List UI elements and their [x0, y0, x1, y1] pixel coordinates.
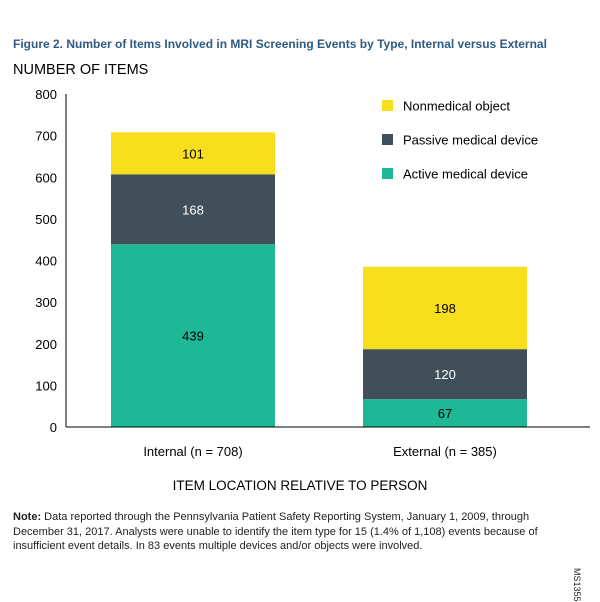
- bar-segment: [363, 266, 527, 350]
- figure-code: MS1355: [572, 568, 582, 602]
- bar-segment: [111, 132, 275, 175]
- x-tick-label: External (n = 385): [393, 444, 497, 459]
- bar-segment: [111, 174, 275, 245]
- legend-label: Passive medical device: [403, 133, 538, 148]
- y-tick-label: 0: [50, 420, 57, 435]
- x-axis-title: ITEM LOCATION RELATIVE TO PERSON: [172, 478, 428, 493]
- legend-label: Nonmedical object: [403, 99, 510, 114]
- note-label: Note:: [13, 511, 42, 523]
- bar-segment: [363, 349, 527, 400]
- x-tick-label: Internal (n = 708): [143, 444, 242, 459]
- data-label: 67: [438, 406, 452, 421]
- figure-title: Figure 2. Number of Items Involved in MR…: [13, 37, 547, 51]
- figure-note: Note: Data reported through the Pennsylv…: [13, 510, 578, 554]
- stacked-bar-chart: 0 100 200 300 400 500 600 700 800 439 168 101 Intern…: [35, 87, 590, 459]
- legend-label: Active medical device: [403, 167, 528, 182]
- legend-swatch: [382, 134, 393, 145]
- y-tick-label: 500: [35, 212, 57, 227]
- y-tick-label: 100: [35, 378, 57, 393]
- y-tick-label: 400: [35, 254, 57, 269]
- legend-swatch: [382, 100, 393, 111]
- bar-segment: [111, 244, 275, 427]
- data-label: 120: [434, 367, 456, 382]
- data-label: 439: [182, 329, 204, 344]
- note-text: Data reported through the Pennsylvania P…: [13, 511, 538, 552]
- y-tick-label: 700: [35, 129, 57, 144]
- y-axis-title: NUMBER OF ITEMS: [13, 62, 149, 78]
- data-label: 168: [182, 202, 204, 217]
- y-tick-label: 800: [35, 87, 57, 102]
- legend-swatch: [382, 168, 393, 179]
- y-tick-label: 300: [35, 295, 57, 310]
- data-label: 101: [182, 146, 204, 161]
- y-tick-label: 600: [35, 170, 57, 185]
- y-tick-label: 200: [35, 337, 57, 352]
- data-label: 198: [434, 301, 456, 316]
- bar-segment: [363, 399, 527, 427]
